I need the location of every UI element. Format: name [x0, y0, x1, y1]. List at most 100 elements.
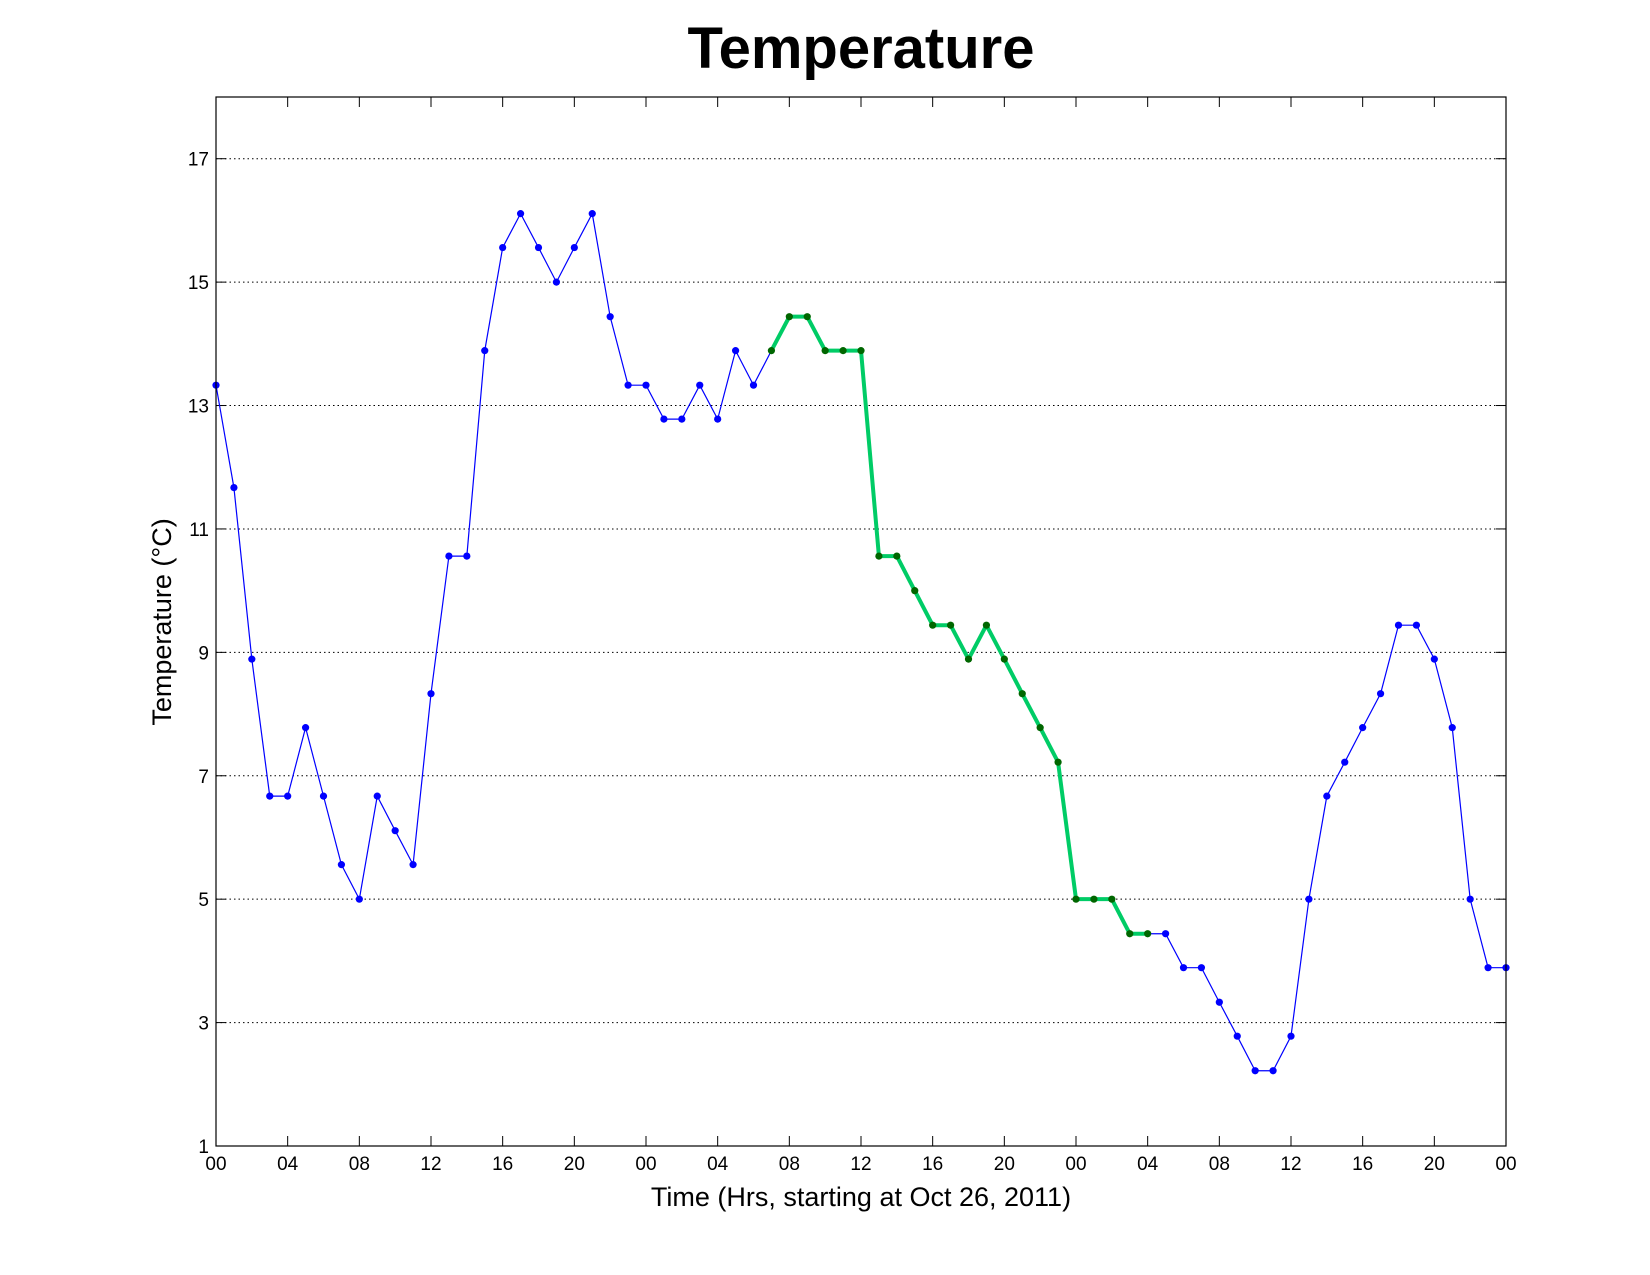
highlight-point [964, 655, 973, 663]
x-tick-label: 04 [1137, 1154, 1159, 1175]
data-point [552, 278, 561, 286]
highlight-point [1000, 655, 1008, 663]
data-point [355, 895, 363, 903]
x-tick-label: 12 [420, 1154, 441, 1175]
x-tick-label: 00 [205, 1154, 226, 1175]
x-tick-label: 00 [635, 1154, 656, 1175]
y-tick-label: 13 [188, 397, 209, 418]
highlight-point [1108, 895, 1116, 903]
highlight-point [911, 587, 919, 595]
data-point [660, 415, 668, 423]
x-tick-label: 12 [850, 1154, 871, 1175]
data-point [624, 381, 632, 389]
data-point [319, 792, 328, 800]
y-tick-label: 9 [198, 643, 209, 664]
data-point [1359, 724, 1367, 732]
data-point [1197, 964, 1206, 972]
x-tick-label: 08 [349, 1154, 370, 1175]
highlight-point [1090, 895, 1098, 903]
data-point [749, 381, 758, 389]
x-tick-label: 16 [922, 1154, 943, 1175]
highlight-point [803, 313, 811, 321]
x-tick-label: 08 [1209, 1154, 1230, 1175]
highlight-point [1144, 930, 1152, 938]
y-tick-label: 17 [188, 150, 209, 171]
data-point [301, 724, 310, 732]
x-tick-label: 16 [492, 1154, 513, 1175]
highlight-point [893, 552, 901, 560]
data-point [391, 827, 399, 835]
highlight-point [875, 552, 883, 560]
highlight-point [857, 347, 865, 355]
grid-lines [216, 158, 1506, 1024]
x-tick-label: 08 [779, 1154, 800, 1175]
data-point [1323, 792, 1331, 800]
data-point [1269, 1067, 1277, 1075]
highlight-point [1018, 690, 1026, 698]
data-point [248, 655, 256, 663]
highlight-point [1036, 724, 1044, 732]
x-tick-label: 20 [564, 1154, 585, 1175]
x-tick-label: 20 [994, 1154, 1015, 1175]
highlight-point [767, 347, 776, 355]
plot-frame [215, 96, 1507, 1147]
data-point [1430, 655, 1438, 663]
data-point [1376, 690, 1385, 698]
chart-title: Temperature [687, 16, 1034, 81]
y-tick-label: 11 [189, 520, 209, 541]
data-point [534, 243, 543, 252]
x-tick-label: 04 [707, 1154, 729, 1175]
x-tick-label: 16 [1352, 1154, 1373, 1175]
x-tick-label: 00 [1495, 1154, 1516, 1175]
y-tick-label: 5 [198, 890, 209, 911]
x-tick-label: 12 [1280, 1154, 1301, 1175]
data-point [1484, 964, 1492, 972]
highlight-point [946, 621, 955, 629]
highlight-point [821, 347, 829, 355]
x-tick-label: 00 [1065, 1154, 1086, 1175]
data-point [373, 792, 381, 800]
data-point [1161, 930, 1170, 938]
data-point [1179, 964, 1188, 972]
highlight-point [839, 347, 847, 355]
data-point [230, 483, 238, 492]
data-point [1305, 895, 1313, 903]
data-point [570, 243, 578, 252]
data-point [499, 243, 507, 252]
data-point [1448, 724, 1456, 732]
highlight-point [1054, 758, 1062, 766]
highlight-point [929, 621, 937, 629]
x-axis-label: Time (Hrs, starting at Oct 26, 2011) [651, 1182, 1071, 1212]
data-point [481, 347, 489, 355]
y-tick-label: 7 [198, 767, 209, 788]
x-tick-label: 20 [1424, 1154, 1445, 1175]
data-point [714, 415, 722, 423]
data-point [1233, 1032, 1241, 1040]
data-point [678, 415, 686, 423]
data-point [1394, 621, 1403, 629]
series-markers [212, 210, 1510, 1075]
data-point [284, 792, 292, 800]
data-point [1287, 1032, 1295, 1040]
data-point [409, 861, 417, 869]
data-point [1466, 895, 1474, 903]
highlight-point [1126, 930, 1134, 938]
data-point [1215, 998, 1223, 1006]
y-tick-label: 3 [198, 1014, 209, 1035]
highlight-line [769, 314, 1148, 936]
y-tick-label: 1 [198, 1137, 209, 1158]
data-point [696, 381, 704, 389]
data-point [606, 313, 614, 321]
data-point [516, 210, 525, 218]
x-tick-label: 04 [277, 1154, 299, 1175]
data-point [588, 210, 596, 218]
data-point [445, 552, 453, 560]
highlight-point [785, 313, 793, 321]
data-point [427, 690, 435, 698]
data-point [463, 552, 471, 560]
data-point [1251, 1067, 1259, 1075]
data-point [1341, 758, 1349, 766]
